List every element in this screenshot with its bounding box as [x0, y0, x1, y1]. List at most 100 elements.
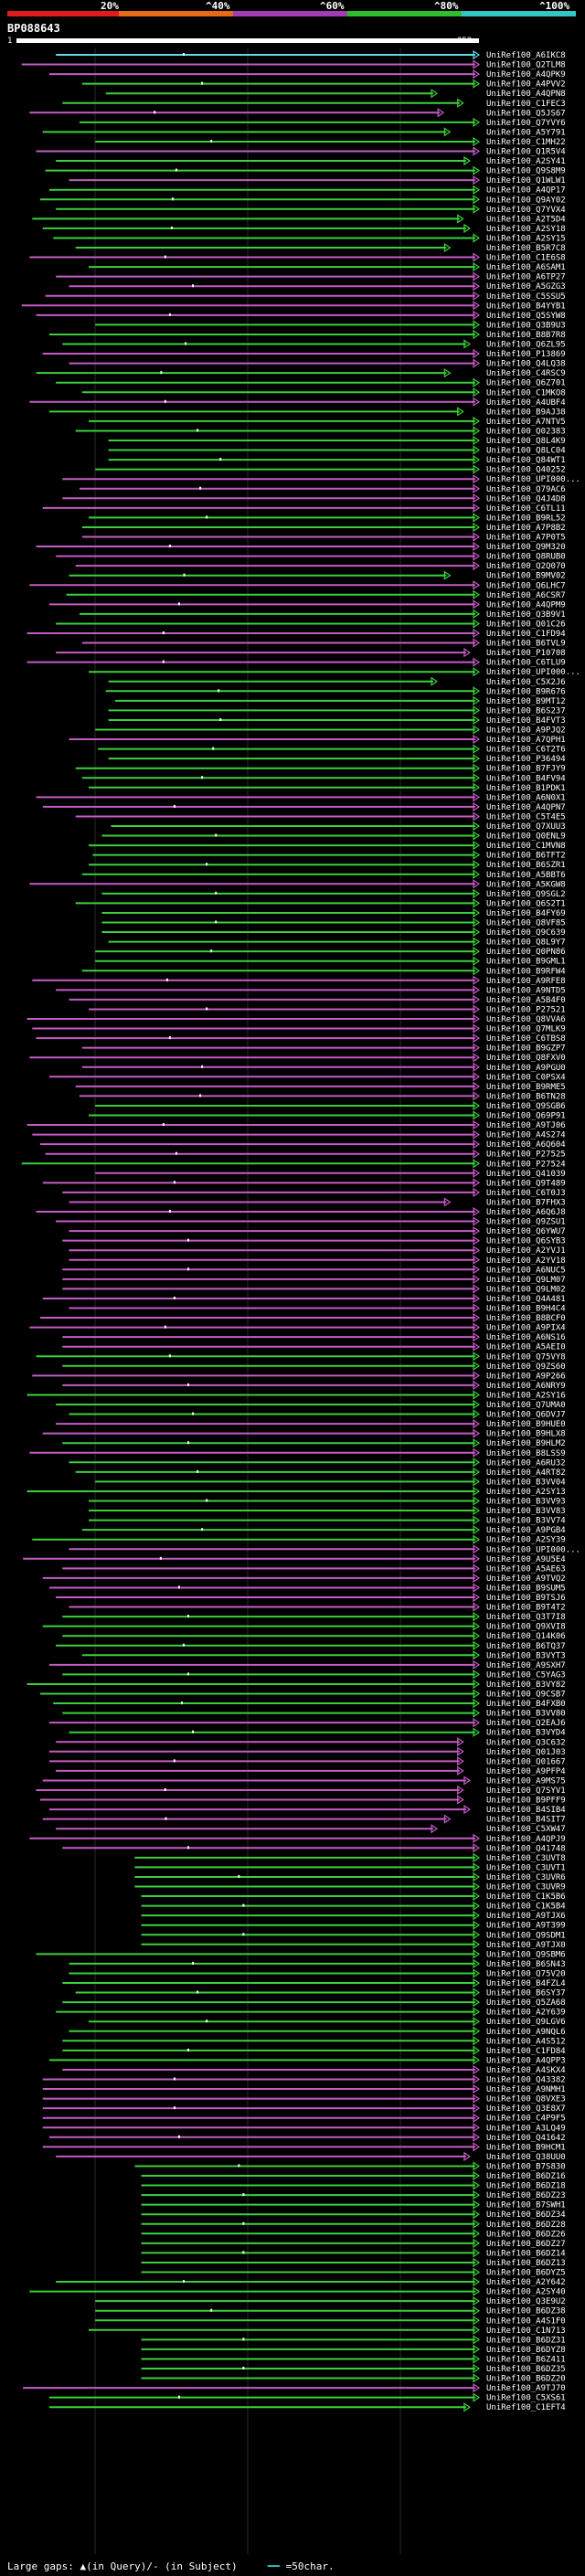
hit-label[interactable]: UniRef100_C5XS61	[486, 2394, 566, 2403]
hit-label[interactable]: UniRef100_A9MS75	[486, 1776, 566, 1786]
hit-label[interactable]: UniRef100_A9TJX0	[486, 1941, 566, 1950]
hit-label[interactable]: UniRef100_B9GZP7	[486, 1044, 566, 1054]
hit-label[interactable]: UniRef100_Q6LHC7	[486, 581, 566, 590]
hit-label[interactable]: UniRef100_B3VY82	[486, 1680, 566, 1690]
hit-label[interactable]: UniRef100_A4S1F0	[486, 2316, 566, 2326]
hit-label[interactable]: UniRef100_Q9AY02	[486, 196, 566, 205]
hit-label[interactable]: UniRef100_C1MKO8	[486, 388, 566, 398]
hit-label[interactable]: UniRef100_B6DZ26	[486, 2230, 566, 2239]
hit-label[interactable]: UniRef100_A4S274	[486, 1131, 566, 1140]
hit-label[interactable]: UniRef100_A6NS16	[486, 1333, 566, 1342]
hit-label[interactable]: UniRef100_C3UVR9	[486, 1883, 566, 1892]
hit-label[interactable]: UniRef100_A9P266	[486, 1372, 566, 1381]
hit-label[interactable]: UniRef100_Q9CSB7	[486, 1691, 566, 1700]
hit-label[interactable]: UniRef100_C5XW47	[486, 1825, 566, 1834]
hit-label[interactable]: UniRef100_C6TL11	[486, 504, 566, 514]
hit-label[interactable]: UniRef100_Q9ZS60	[486, 1362, 566, 1372]
hit-label[interactable]: UniRef100_C5T4E5	[486, 812, 566, 822]
hit-label[interactable]: UniRef100_B7FHX3	[486, 1198, 566, 1207]
hit-label[interactable]: UniRef100_A6TP27	[486, 273, 566, 282]
hit-label[interactable]: UniRef100_Q43382	[486, 2076, 566, 2085]
hit-label[interactable]: UniRef100_B9GML1	[486, 958, 566, 967]
hit-label[interactable]: UniRef100_Q7SYV1	[486, 1786, 566, 1796]
hit-label[interactable]: UniRef100_Q7MLK9	[486, 1025, 566, 1034]
hit-label[interactable]: UniRef100_B8B7R8	[486, 331, 566, 340]
hit-label[interactable]: UniRef100_A9RFE8	[486, 977, 566, 986]
hit-label[interactable]: UniRef100_A4SKX4	[486, 2066, 566, 2075]
hit-label[interactable]: UniRef100_A9NQL6	[486, 2028, 566, 2037]
hit-label[interactable]: UniRef100_Q9LM02	[486, 1285, 566, 1294]
hit-label[interactable]: UniRef100_C4RSC9	[486, 369, 566, 378]
hit-label[interactable]: UniRef100_C6TBS8	[486, 1034, 566, 1044]
hit-label[interactable]: UniRef100_A4QPJ9	[486, 1835, 566, 1844]
hit-label[interactable]: UniRef100_Q5JS67	[486, 109, 566, 118]
hit-label[interactable]: UniRef100_C1N713	[486, 2327, 566, 2336]
hit-label[interactable]: UniRef100_Q9LM07	[486, 1276, 566, 1285]
hit-label[interactable]: UniRef100_Q01667	[486, 1757, 566, 1766]
hit-label[interactable]: UniRef100_A6SAM1	[486, 263, 566, 272]
hit-label[interactable]: UniRef100_Q3C632	[486, 1738, 566, 1747]
hit-label[interactable]: UniRef100_B6DZ35	[486, 2365, 566, 2374]
hit-label[interactable]: UniRef100_B6Z411	[486, 2355, 566, 2364]
hit-label[interactable]: UniRef100_B3VYD4	[486, 1729, 566, 1738]
hit-label[interactable]: UniRef100_Q7UMA0	[486, 1401, 566, 1410]
hit-label[interactable]: UniRef100_Q1WLW1	[486, 176, 566, 186]
hit-label[interactable]: UniRef100_B7SWH1	[486, 2201, 566, 2210]
hit-label[interactable]: UniRef100_Q0PN86	[486, 948, 566, 957]
hit-label[interactable]: UniRef100_A4QPN8	[486, 90, 566, 99]
hit-label[interactable]: UniRef100_A9NTD5	[486, 986, 566, 995]
hit-label[interactable]: UniRef100_B3VV80	[486, 1710, 566, 1719]
hit-label[interactable]: UniRef100_Q69P91	[486, 1112, 566, 1121]
hit-label[interactable]: UniRef100_P27524	[486, 1160, 566, 1169]
hit-label[interactable]: UniRef100_B6DYZ8	[486, 2346, 566, 2355]
hit-label[interactable]: UniRef100_A7P0T5	[486, 534, 566, 543]
hit-label[interactable]: UniRef100_A9TJ70	[486, 2384, 566, 2393]
hit-label[interactable]: UniRef100_Q3E9U2	[486, 2297, 566, 2306]
hit-label[interactable]: UniRef100_B6TVL9	[486, 640, 566, 649]
hit-label[interactable]: UniRef100_B9T4T2	[486, 1604, 566, 1613]
hit-label[interactable]: UniRef100_B3VV93	[486, 1498, 566, 1507]
hit-label[interactable]: UniRef100_C6T0J3	[486, 1189, 566, 1198]
hit-label[interactable]: UniRef100_Q9C639	[486, 928, 566, 938]
hit-label[interactable]: UniRef100_B9MV02	[486, 572, 566, 581]
hit-label[interactable]: UniRef100_A4PVV2	[486, 80, 566, 90]
hit-label[interactable]: UniRef100_B9TSJ6	[486, 1594, 566, 1603]
hit-label[interactable]: UniRef100_Q6ZL95	[486, 341, 566, 350]
hit-label[interactable]: UniRef100_Q01J03	[486, 1748, 566, 1757]
hit-label[interactable]: UniRef100_UPI000...	[486, 1545, 580, 1554]
hit-label[interactable]: UniRef100_B7S830	[486, 2162, 566, 2171]
hit-label[interactable]: UniRef100_Q5ZA68	[486, 1998, 566, 2008]
hit-label[interactable]: UniRef100_Q3T7I8	[486, 1613, 566, 1622]
hit-label[interactable]: UniRef100_B4FVT3	[486, 716, 566, 726]
hit-label[interactable]: UniRef100_B4SIT7	[486, 1816, 566, 1825]
hit-label[interactable]: UniRef100_B6TQ37	[486, 1642, 566, 1651]
hit-label[interactable]: UniRef100_Q8L9Y7	[486, 938, 566, 948]
hit-label[interactable]: UniRef100_A5AEI0	[486, 1343, 566, 1352]
hit-label[interactable]: UniRef100_C1FEC3	[486, 100, 566, 109]
hit-label[interactable]: UniRef100_B4SIB4	[486, 1806, 566, 1815]
hit-label[interactable]: UniRef100_B6S237	[486, 706, 566, 716]
hit-label[interactable]: UniRef100_B6DZ13	[486, 2259, 566, 2268]
hit-label[interactable]: UniRef100_Q2Q070	[486, 562, 566, 571]
hit-label[interactable]: UniRef100_Q14K06	[486, 1632, 566, 1641]
hit-label[interactable]: UniRef100_A9T399	[486, 1922, 566, 1931]
hit-label[interactable]: UniRef100_C1E6S8	[486, 254, 566, 263]
hit-label[interactable]: UniRef100_B6DZ28	[486, 2221, 566, 2230]
hit-label[interactable]: UniRef100_Q5SYW8	[486, 312, 566, 321]
hit-label[interactable]: UniRef100_B7FJY9	[486, 765, 566, 774]
hit-label[interactable]: UniRef100_C1MH22	[486, 138, 566, 147]
hit-label[interactable]: UniRef100_Q3B9V1	[486, 610, 566, 620]
hit-label[interactable]: UniRef100_Q41642	[486, 2134, 566, 2143]
hit-label[interactable]: UniRef100_B6DZ34	[486, 2210, 566, 2220]
hit-label[interactable]: UniRef100_Q38UU0	[486, 2153, 566, 2162]
hit-label[interactable]: UniRef100_Q6Z701	[486, 379, 566, 388]
hit-label[interactable]: UniRef100_B4FY69	[486, 909, 566, 918]
hit-label[interactable]: UniRef100_A2SY18	[486, 225, 566, 234]
hit-label[interactable]: UniRef100_Q8VF85	[486, 919, 566, 928]
hit-label[interactable]: UniRef100_Q3B9U3	[486, 321, 566, 330]
hit-label[interactable]: UniRef100_A7QPH1	[486, 736, 566, 745]
hit-label[interactable]: UniRef100_A9TJX6	[486, 1912, 566, 1921]
hit-label[interactable]: UniRef100_B9RME5	[486, 1083, 566, 1092]
hit-label[interactable]: UniRef100_P36494	[486, 755, 566, 764]
hit-label[interactable]: UniRef100_Q8FXV0	[486, 1054, 566, 1063]
